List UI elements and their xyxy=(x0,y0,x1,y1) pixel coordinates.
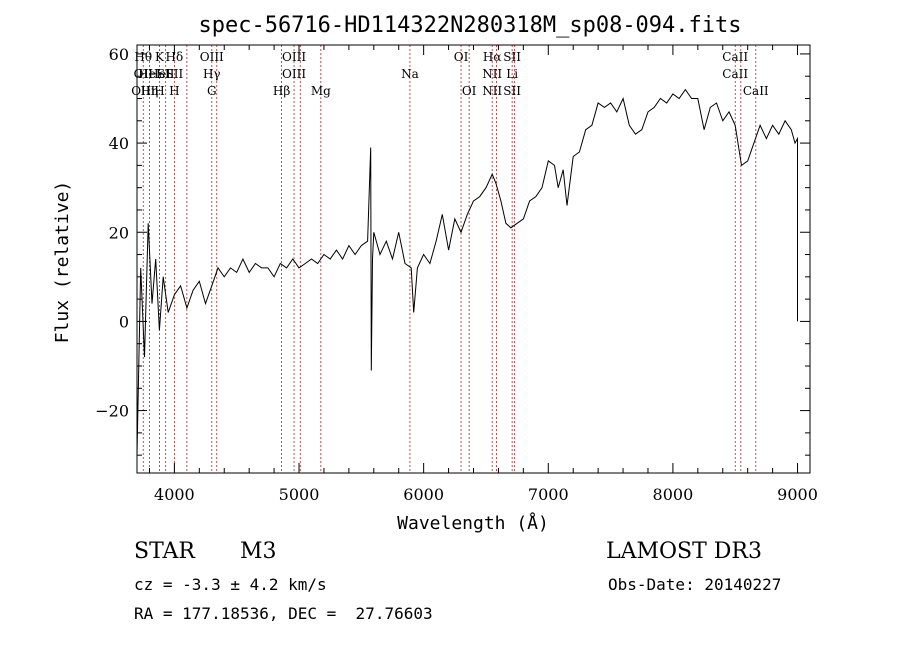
line-label: NII xyxy=(482,67,502,81)
line-label: Mg xyxy=(311,84,331,98)
line-label: OI xyxy=(454,50,469,64)
line-label: H xyxy=(169,84,179,98)
y-tick-label: 20 xyxy=(109,223,129,242)
x-tick-label: 7000 xyxy=(528,485,569,504)
line-label: Li xyxy=(506,67,518,81)
velocity-readout: cz = -3.3 ± 4.2 km/s xyxy=(134,575,327,594)
object-class: STAR xyxy=(134,539,195,564)
line-label: OI xyxy=(462,84,477,98)
line-label: OIII xyxy=(200,50,224,64)
y-tick-label: 0 xyxy=(119,312,129,331)
x-tick-label: 5000 xyxy=(279,485,320,504)
x-tick-label: 8000 xyxy=(653,485,694,504)
line-label: CaII xyxy=(743,84,769,98)
x-axis-label: Wavelength (Å) xyxy=(397,512,549,534)
line-label: Na xyxy=(401,67,419,81)
x-tick-label: 6000 xyxy=(403,485,444,504)
line-label: CaII xyxy=(722,50,748,64)
line-label: H xyxy=(154,84,164,98)
line-label: Hα xyxy=(483,50,502,64)
line-label: G xyxy=(207,84,217,98)
line-label: SII xyxy=(503,50,521,64)
line-label: HeI xyxy=(148,67,171,81)
coordinates: RA = 177.18536, DEC = 27.76603 xyxy=(134,604,433,623)
line-label: Hγ xyxy=(203,67,221,81)
line-label: Hδ xyxy=(166,50,184,64)
line-label: OII xyxy=(134,67,154,81)
y-axis-ticks: −20 0 20 40 60 xyxy=(95,45,810,456)
line-label: Hβ xyxy=(273,84,290,98)
chart-title: spec-56716-HD114322N280318M_sp08-094.fit… xyxy=(198,13,741,38)
x-tick-label: 4000 xyxy=(154,485,195,504)
line-label: Hη xyxy=(141,84,159,98)
x-axis-ticks: 4000 5000 6000 7000 8000 9000 xyxy=(148,45,818,504)
object-subclass: M3 xyxy=(240,539,277,564)
spectral-line-markers xyxy=(142,45,757,473)
line-label: SII xyxy=(157,67,175,81)
y-axis-label: Flux (relative) xyxy=(52,181,73,344)
x-tick-label: 9000 xyxy=(777,485,818,504)
line-label: CaII xyxy=(722,67,748,81)
y-tick-label: 60 xyxy=(109,45,129,64)
line-label: K xyxy=(155,50,165,64)
line-label: SII xyxy=(503,84,521,98)
obs-date: Obs-Date: 20140227 xyxy=(608,575,782,594)
plot-frame xyxy=(136,44,811,474)
y-tick-label: 40 xyxy=(109,134,129,153)
line-label: SII xyxy=(166,67,184,81)
line-label: OIII xyxy=(282,50,306,64)
line-label: OIII xyxy=(282,67,306,81)
y-tick-label: −20 xyxy=(95,402,129,421)
spectrum-line xyxy=(136,88,798,456)
line-label: HeI xyxy=(138,67,161,81)
line-label: NII xyxy=(482,84,502,98)
survey-name: LAMOST DR3 xyxy=(606,539,762,564)
